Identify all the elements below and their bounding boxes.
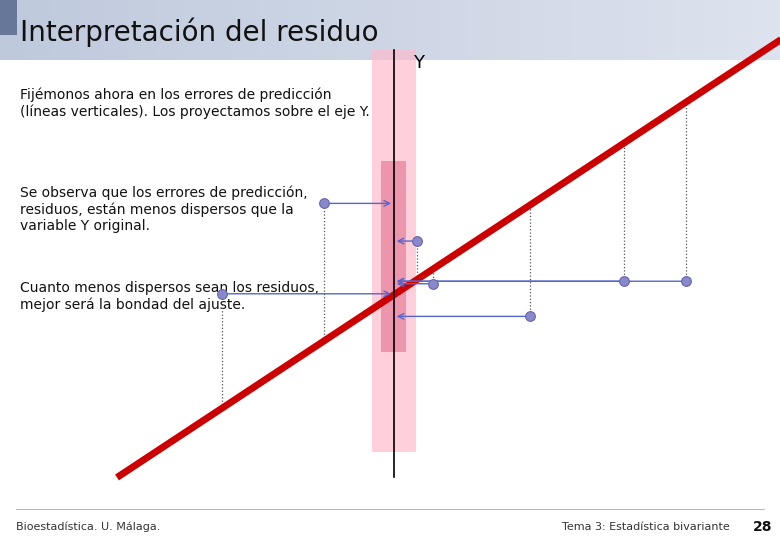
Bar — [0, 0, 17, 35]
Bar — [208, 0, 234, 60]
Bar — [0, 0, 780, 60]
Bar — [572, 0, 598, 60]
Bar — [728, 0, 754, 60]
Bar — [130, 0, 156, 60]
Bar — [381, 161, 406, 352]
Bar — [520, 0, 546, 60]
Bar — [650, 0, 676, 60]
Bar — [372, 50, 416, 452]
Bar — [676, 0, 702, 60]
Text: Tema 3: Estadística bivariante: Tema 3: Estadística bivariante — [562, 522, 729, 532]
Bar — [338, 0, 364, 60]
Bar — [156, 0, 182, 60]
Bar — [624, 0, 650, 60]
Text: Se observa que los errores de predicción,
residuos, están menos dispersos que la: Se observa que los errores de predicción… — [20, 186, 307, 233]
Bar — [416, 0, 442, 60]
Bar — [390, 0, 416, 60]
Bar — [494, 0, 520, 60]
Bar — [234, 0, 260, 60]
Bar — [546, 0, 572, 60]
Bar — [598, 0, 624, 60]
Text: Cuanto menos dispersos sean los residuos,
mejor será la bondad del ajuste.: Cuanto menos dispersos sean los residuos… — [20, 281, 318, 312]
Bar — [104, 0, 130, 60]
Bar — [468, 0, 494, 60]
Bar — [26, 0, 52, 60]
Bar — [364, 0, 390, 60]
Bar — [754, 0, 780, 60]
Bar — [0, 0, 26, 60]
Text: Bioestadística. U. Málaga.: Bioestadística. U. Málaga. — [16, 522, 160, 532]
Bar — [260, 0, 286, 60]
Bar — [702, 0, 728, 60]
Bar — [78, 0, 104, 60]
Bar — [442, 0, 468, 60]
Bar — [286, 0, 312, 60]
Text: Fijémonos ahora en los errores de predicción
(líneas verticales). Los proyectamo: Fijémonos ahora en los errores de predic… — [20, 88, 369, 119]
Bar — [52, 0, 78, 60]
Text: Y: Y — [413, 54, 424, 72]
Text: 28: 28 — [753, 520, 772, 534]
Text: Interpretación del residuo: Interpretación del residuo — [20, 18, 378, 48]
Bar — [312, 0, 338, 60]
Bar — [182, 0, 208, 60]
